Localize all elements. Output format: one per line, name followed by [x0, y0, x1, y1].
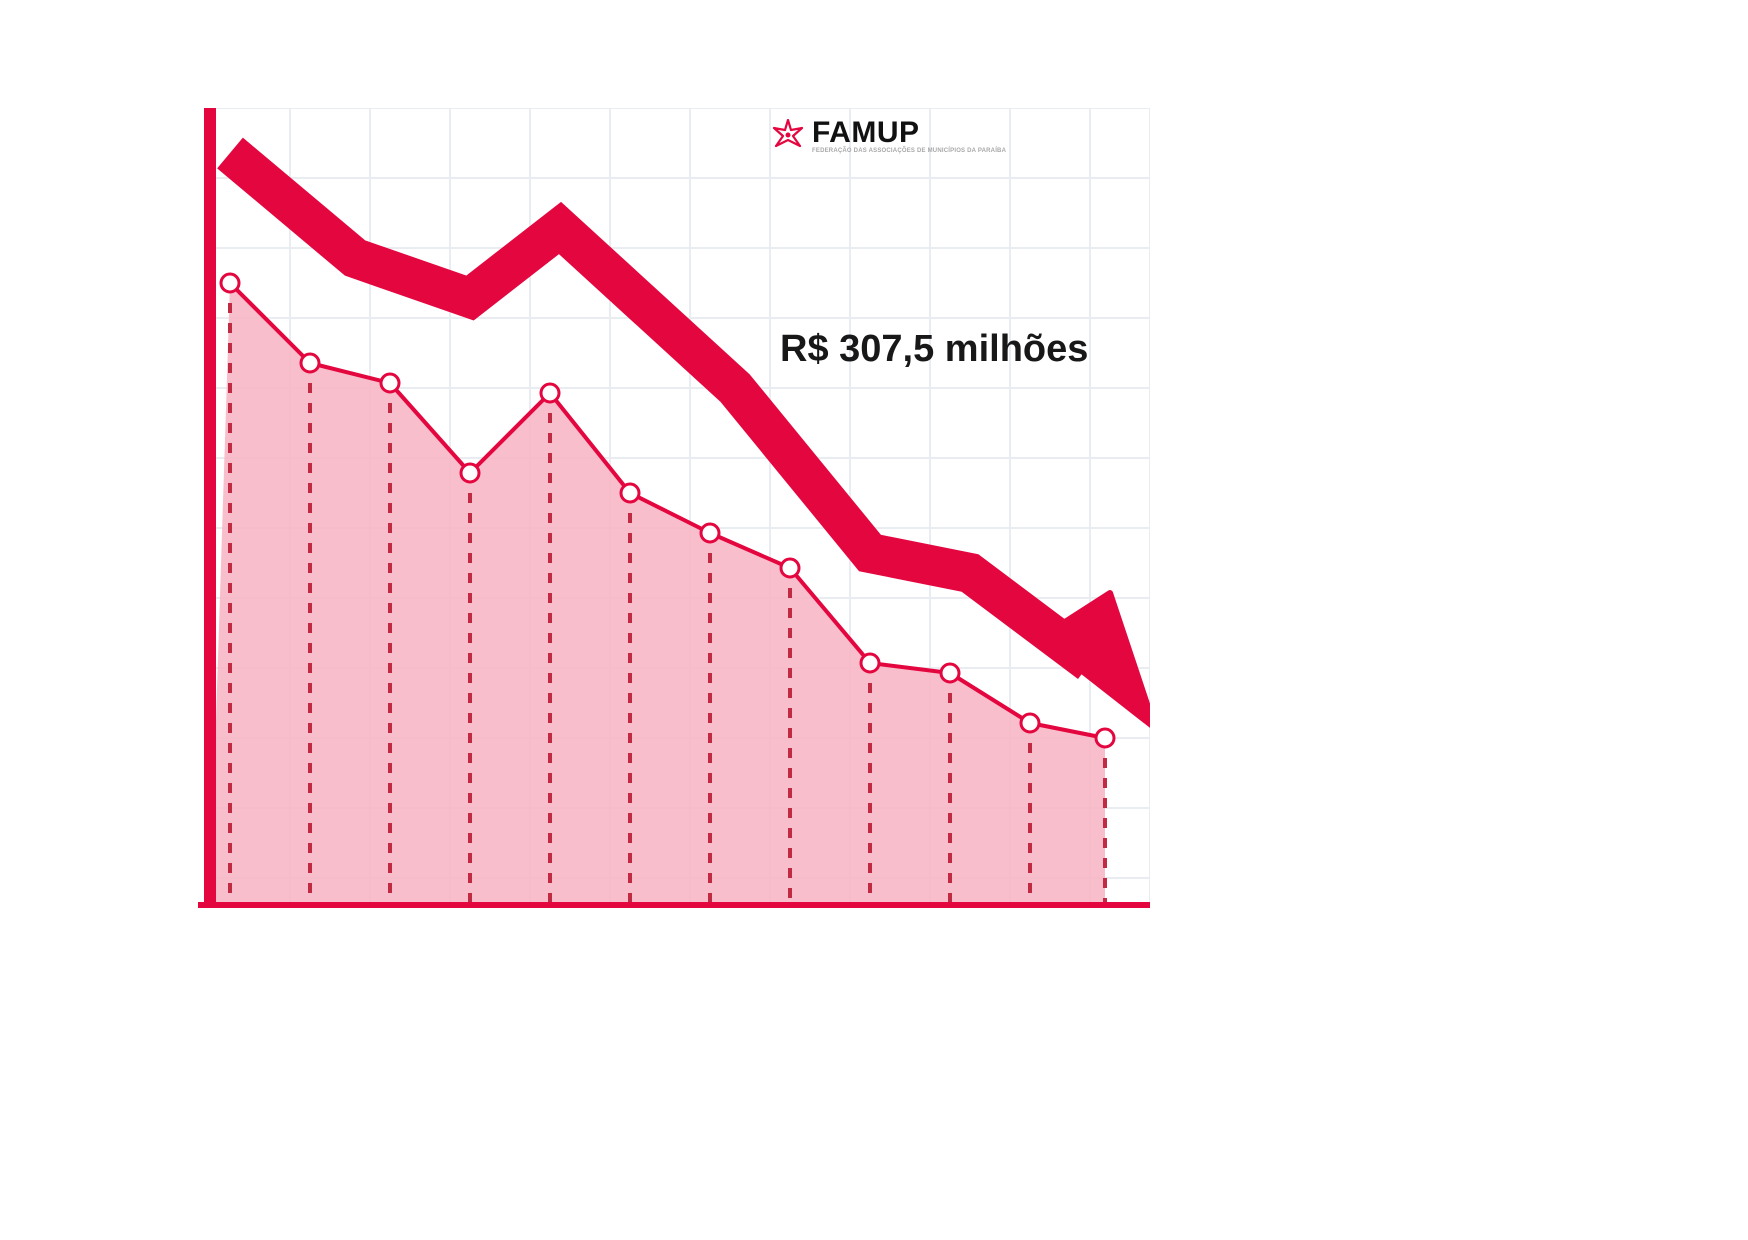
declining-chart [180, 108, 1150, 908]
logo-name: FAMUP [812, 118, 1006, 148]
headline-value: R$ 307,5 milhões [780, 328, 1088, 371]
chart-container: R$ 307,5 milhões FAMUP FEDERAÇÃO DAS ASS… [180, 108, 1150, 908]
logo-subtitle: FEDERAÇÃO DAS ASSOCIAÇÕES DE MUNICÍPIOS … [812, 148, 1006, 154]
star-icon [770, 118, 806, 154]
logo-text: FAMUP FEDERAÇÃO DAS ASSOCIAÇÕES DE MUNIC… [812, 118, 1006, 154]
famup-logo: FAMUP FEDERAÇÃO DAS ASSOCIAÇÕES DE MUNIC… [770, 118, 1006, 154]
